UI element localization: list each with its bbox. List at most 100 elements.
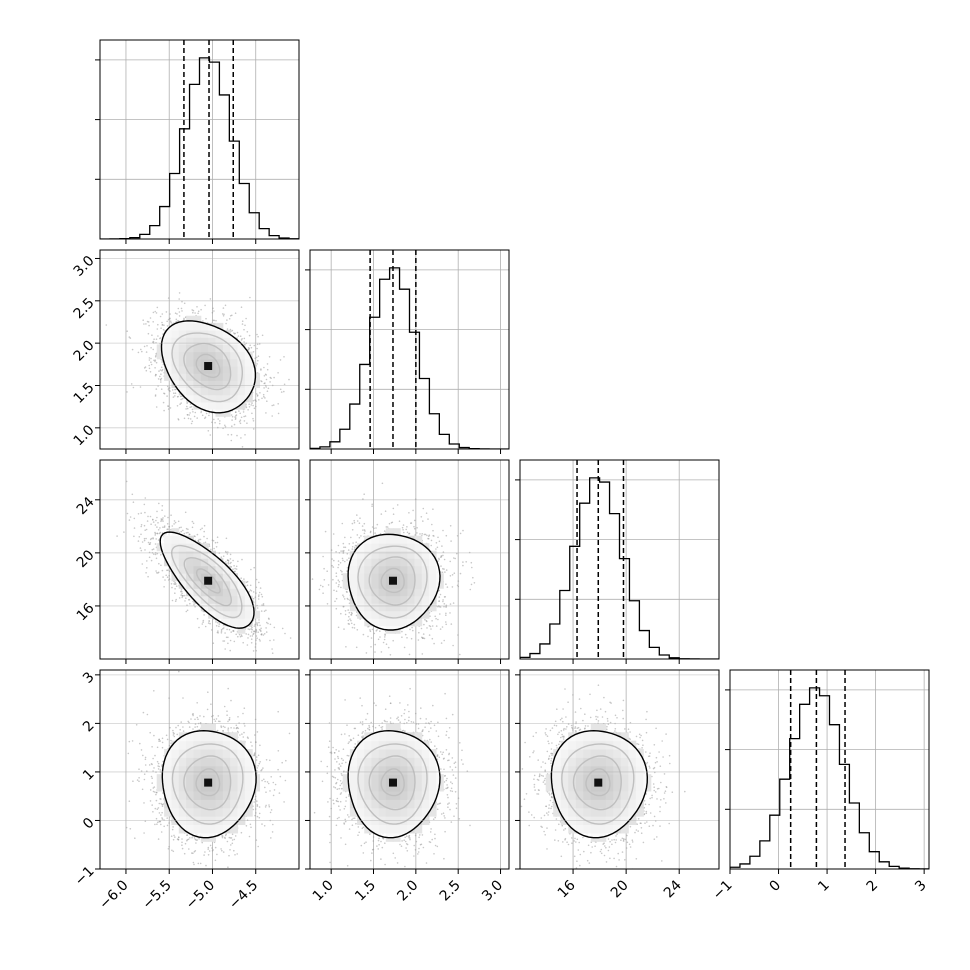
scatter-point	[238, 633, 241, 636]
scatter-point	[181, 395, 183, 398]
scatter-point	[258, 638, 261, 641]
scatter-point	[254, 623, 256, 626]
scatter-point	[202, 619, 205, 622]
scatter-point	[166, 395, 168, 397]
scatter-point	[170, 529, 172, 531]
scatter-point	[224, 648, 226, 650]
scatter-point	[148, 357, 151, 359]
scatter-point	[233, 423, 236, 426]
scatter-point	[240, 634, 243, 636]
scatter-point	[266, 668, 268, 670]
scatter-point	[149, 542, 152, 544]
scatter-point	[221, 313, 224, 315]
scatter-point	[189, 403, 192, 405]
scatter-point	[217, 418, 219, 420]
scatter-point	[203, 524, 206, 527]
scatter-point	[166, 576, 169, 578]
scatter-point	[229, 558, 232, 560]
scatter-point	[255, 405, 257, 408]
scatter-point	[155, 361, 158, 364]
scatter-point	[169, 320, 172, 323]
scatter-point	[259, 587, 262, 589]
scatter-point	[258, 665, 260, 667]
scatter-point	[257, 598, 260, 600]
scatter-point	[256, 395, 259, 397]
scatter-point	[252, 420, 255, 422]
scatter-point	[226, 559, 229, 561]
scatter-point	[167, 516, 169, 519]
scatter-point	[259, 624, 261, 627]
scatter-point	[256, 343, 259, 346]
scatter-point	[240, 577, 242, 579]
scatter-point	[227, 561, 230, 564]
scatter-point	[144, 511, 146, 514]
scatter-point	[180, 526, 182, 529]
scatter-point	[241, 558, 243, 561]
scatter-point	[150, 347, 152, 349]
scatter-point	[265, 412, 267, 414]
scatter-point	[247, 347, 250, 349]
scatter-point	[230, 439, 233, 442]
scatter-point	[236, 434, 238, 437]
scatter-point	[247, 637, 249, 639]
scatter-point	[173, 392, 175, 395]
scatter-point	[266, 363, 269, 365]
scatter-point	[156, 526, 158, 528]
scatter-point	[156, 328, 159, 330]
scatter-point	[212, 307, 214, 310]
scatter-point	[256, 347, 258, 350]
density-cell	[186, 315, 194, 324]
scatter-point	[211, 421, 213, 424]
scatter-point	[154, 395, 157, 397]
scatter-point	[257, 359, 259, 362]
scatter-point	[258, 591, 261, 594]
scatter-point	[227, 563, 230, 565]
scatter-point	[240, 416, 243, 419]
scatter-point	[171, 599, 174, 602]
scatter-point	[184, 511, 187, 514]
scatter-point	[167, 387, 170, 390]
scatter-point	[243, 328, 245, 331]
scatter-point	[176, 313, 178, 315]
scatter-point	[256, 607, 259, 609]
scatter-point	[255, 649, 257, 652]
scatter-point	[257, 595, 260, 598]
scatter-point	[177, 520, 180, 523]
scatter-point	[238, 420, 241, 423]
scatter-point	[160, 327, 162, 330]
scatter-point	[261, 397, 263, 400]
scatter-point	[253, 566, 255, 569]
scatter-point	[131, 348, 134, 351]
scatter-point	[277, 403, 280, 405]
scatter-point	[238, 410, 240, 412]
scatter-point	[153, 338, 155, 341]
scatter-point	[231, 415, 234, 418]
scatter-point	[161, 569, 164, 572]
scatter-point	[183, 594, 186, 597]
scatter-point	[155, 338, 158, 341]
scatter-point	[178, 315, 181, 317]
scatter-point	[184, 316, 187, 319]
scatter-point	[231, 425, 233, 428]
scatter-point	[261, 604, 263, 606]
scatter-point	[250, 346, 253, 349]
scatter-point	[253, 344, 256, 347]
scatter-point	[171, 525, 174, 527]
scatter-point	[144, 529, 146, 531]
scatter-point	[161, 324, 164, 326]
scatter-point	[239, 419, 242, 422]
scatter-point	[158, 370, 160, 372]
scatter-point	[259, 392, 261, 394]
scatter-point	[141, 563, 144, 565]
scatter-point	[218, 422, 221, 425]
scatter-point	[176, 405, 179, 407]
scatter-point	[258, 594, 260, 596]
scatter-point	[266, 621, 268, 624]
scatter-point	[226, 628, 228, 631]
scatter-point	[225, 322, 227, 325]
scatter-point	[240, 437, 242, 439]
scatter-point	[265, 627, 267, 629]
scatter-point	[209, 622, 211, 625]
scatter-point	[161, 509, 163, 512]
scatter-point	[145, 369, 148, 372]
